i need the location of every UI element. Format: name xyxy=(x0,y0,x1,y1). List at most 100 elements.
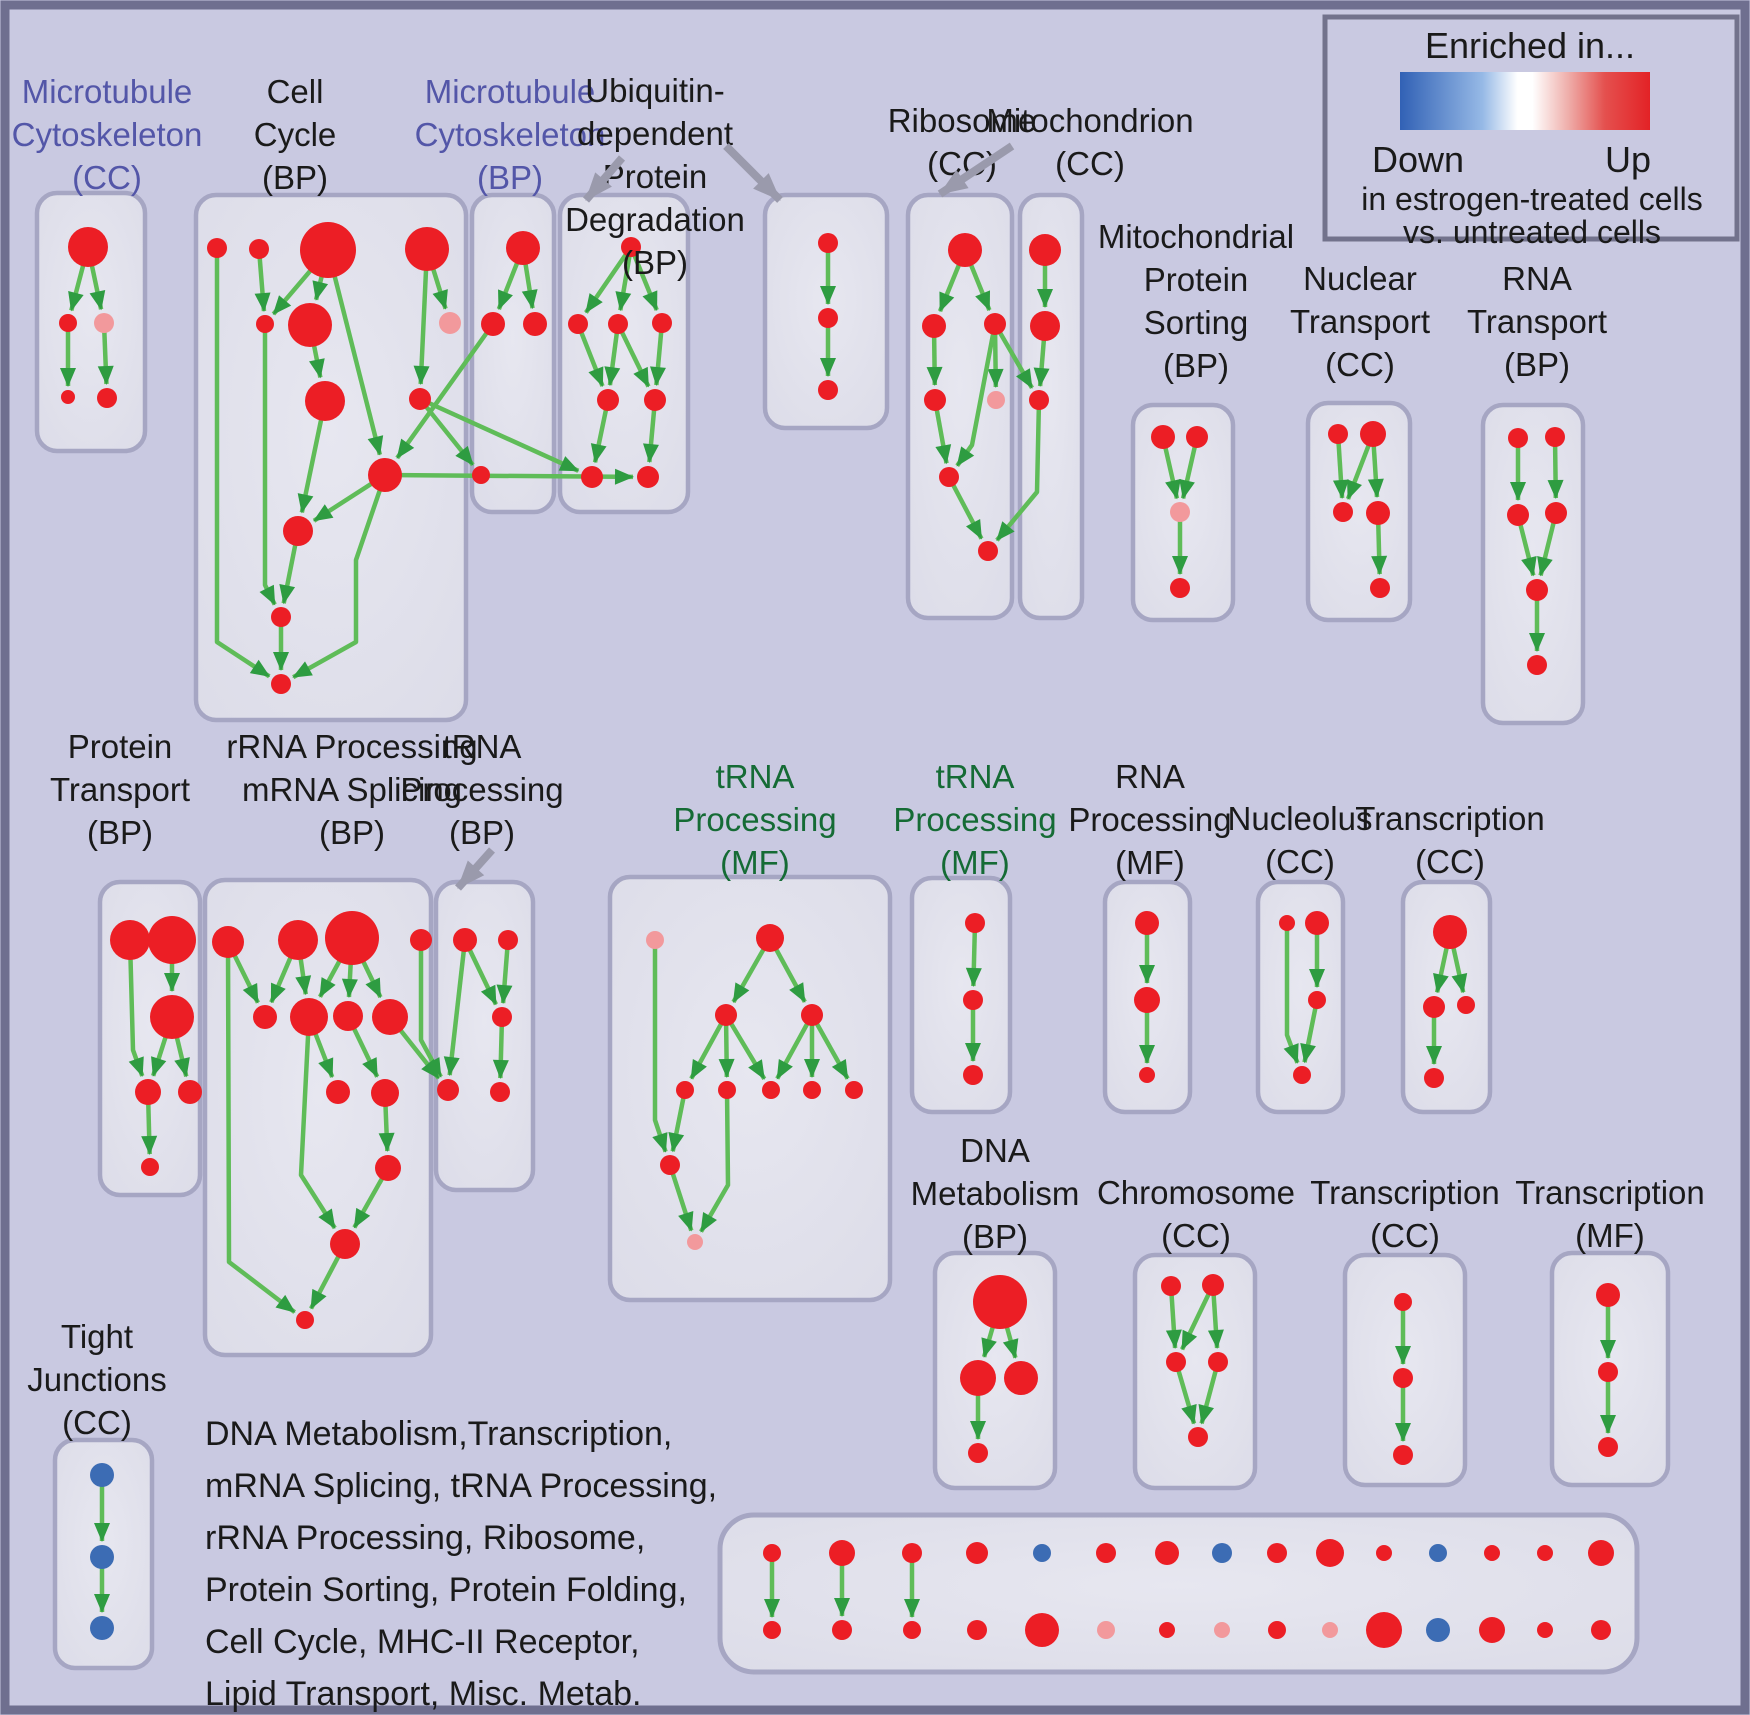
misc-node-top-7 xyxy=(1212,1543,1232,1563)
edge-arrow xyxy=(1547,436,1564,500)
edge-arrow xyxy=(724,1013,767,1081)
gene-node-rna-transport-tr xyxy=(1545,427,1565,447)
edges xyxy=(60,243,1616,1618)
gene-node-cell-cycle-l xyxy=(271,607,291,627)
gene-node-cell-cycle-e xyxy=(256,315,274,333)
gene-node-ub-deg-a-m1 xyxy=(568,314,588,334)
edge-arrow xyxy=(993,322,1034,390)
edge-arrow xyxy=(214,248,271,679)
gene-node-trna-mf-a-b3 xyxy=(762,1081,780,1099)
gene-node-trna-bp-b1 xyxy=(437,1079,459,1101)
gene-node-trna-mf-a-p xyxy=(646,931,664,949)
gene-node-nuclear-transport-b xyxy=(1370,578,1390,598)
gene-node-rna-transport-ml xyxy=(1507,504,1529,526)
gene-node-mitochondrion-m xyxy=(1030,311,1060,341)
cluster-box-rrna xyxy=(202,877,434,1358)
misc-node-bottom-1 xyxy=(832,1620,852,1640)
misc-node-bottom-14 xyxy=(1591,1620,1611,1640)
gene-node-rrna-m2 xyxy=(290,998,328,1036)
legend-caption-line1: in estrogen-treated cells xyxy=(1361,181,1703,217)
gene-node-ub-deg-a-l1 xyxy=(597,389,619,411)
edge-arrow xyxy=(395,322,495,460)
cluster-label-nuclear-transport: Nuclear Transport (CC) xyxy=(1290,260,1430,383)
edge-arrow xyxy=(97,322,114,386)
edge-arrow xyxy=(810,1013,850,1080)
gene-node-chromosome-ml xyxy=(1166,1352,1186,1372)
edge-arrow xyxy=(127,939,145,1077)
edge-arrow xyxy=(254,248,271,313)
gene-node-ub-deg-a-b1 xyxy=(581,466,603,488)
cluster-label-nucleolus: Nucleolus (CC) xyxy=(1228,800,1373,880)
gene-node-trna-bp-t1 xyxy=(453,928,477,952)
gene-node-rrna-m3 xyxy=(333,1001,363,1031)
gene-node-rna-proc-mf-n3 xyxy=(1139,1067,1155,1083)
gene-node-transcription-cc-1-T xyxy=(1433,915,1467,949)
gene-node-rrna-m4 xyxy=(372,999,408,1035)
gene-node-nuclear-transport-tl xyxy=(1328,424,1348,444)
cluster-boxes xyxy=(34,190,1671,1675)
gene-node-ub-deg-a-b2 xyxy=(637,466,659,488)
gene-node-rrna-t3 xyxy=(325,911,379,965)
gene-node-trna-mf-a-T xyxy=(756,924,784,952)
cluster-label-mps: Mitochondrial Protein Sorting (BP) xyxy=(1098,218,1294,384)
gene-node-ribosome-e xyxy=(939,467,959,487)
misc-node-bottom-2 xyxy=(903,1621,921,1639)
cluster-label-mc-bp: Microtubule Cytoskeleton (BP) xyxy=(415,73,606,196)
legend-caption-line2: vs. untreated cells xyxy=(1403,214,1661,250)
legend-down-label: Down xyxy=(1372,139,1464,180)
gene-node-mc-cc-t xyxy=(68,227,108,267)
edge-arrow xyxy=(259,324,277,606)
gene-node-transcription-mf-n1 xyxy=(1596,1283,1620,1307)
gene-node-mc-cc-mr xyxy=(94,313,114,333)
misc-node-bottom-3 xyxy=(967,1620,987,1640)
legend-title: Enriched in... xyxy=(1425,25,1635,66)
edge-arrow xyxy=(615,246,634,312)
gene-node-rna-proc-mf-n2 xyxy=(1134,987,1160,1013)
gene-node-nucleolus-b xyxy=(1293,1066,1311,1084)
gene-node-mitochondrion-t xyxy=(1029,234,1061,266)
gene-node-mc-bp-b xyxy=(472,466,490,484)
misc-node-bottom-11 xyxy=(1426,1618,1450,1642)
gene-node-rrna-t4 xyxy=(410,929,432,951)
gene-node-trna-mf-a-MR xyxy=(801,1004,823,1026)
cluster-box-nuclear-transport xyxy=(1305,400,1413,623)
gene-node-dna-metab-mr xyxy=(1004,1361,1038,1395)
edge-arrow xyxy=(650,322,666,387)
misc-node-bottom-0 xyxy=(763,1621,781,1639)
cluster-box-trna-mf-b xyxy=(909,875,1013,1115)
edge-arrow xyxy=(1173,1361,1197,1425)
gene-node-transcription-mf-n2 xyxy=(1598,1362,1618,1382)
cluster-label-trna-bp: tRNA Processing (BP) xyxy=(400,728,563,851)
gene-node-ub-deg-b-n3 xyxy=(818,380,838,400)
edge-arrow xyxy=(1180,1284,1216,1351)
gene-node-tight-junctions-n1 xyxy=(90,1463,114,1487)
gene-node-transcription-mf-n3 xyxy=(1598,1437,1618,1457)
gene-node-cell-cycle-m xyxy=(271,674,291,694)
gene-node-dna-metab-T xyxy=(973,1275,1027,1329)
cluster-label-transcription-cc-2: Transcription (CC) xyxy=(1310,1174,1500,1254)
misc-node-top-2 xyxy=(902,1543,922,1563)
gene-node-nucleolus-t xyxy=(1305,911,1329,935)
misc-node-bottom-7 xyxy=(1214,1622,1230,1638)
mitochondrion-pointer-icon xyxy=(937,142,1015,198)
gene-node-trna-bp-m xyxy=(492,1007,512,1027)
gene-node-dna-metab-ml xyxy=(960,1360,996,1396)
misc-node-top-12 xyxy=(1484,1545,1500,1561)
misc-node-top-14 xyxy=(1588,1540,1614,1566)
cluster-box-transcription-cc-1 xyxy=(1400,879,1493,1115)
cluster-label-dna-metab: DNA Metabolism (BP) xyxy=(911,1132,1080,1255)
edge-arrow xyxy=(955,323,998,467)
gene-node-trna-mf-a-L xyxy=(660,1155,680,1175)
misc-node-bottom-13 xyxy=(1537,1622,1553,1638)
gene-node-protein-transport-t2 xyxy=(148,916,196,964)
edge-arrow xyxy=(492,1016,509,1080)
gene-node-protein-transport-t1 xyxy=(110,920,150,960)
cluster-label-rna-proc-mf: RNA Processing (MF) xyxy=(1068,758,1231,881)
gene-node-cell-cycle-i xyxy=(409,388,431,410)
gene-node-transcription-cc-2-n1 xyxy=(1394,1293,1412,1311)
gene-node-cell-cycle-g xyxy=(439,312,461,334)
gene-node-rna-transport-b xyxy=(1527,655,1547,675)
edge-arrow xyxy=(1198,1361,1221,1425)
